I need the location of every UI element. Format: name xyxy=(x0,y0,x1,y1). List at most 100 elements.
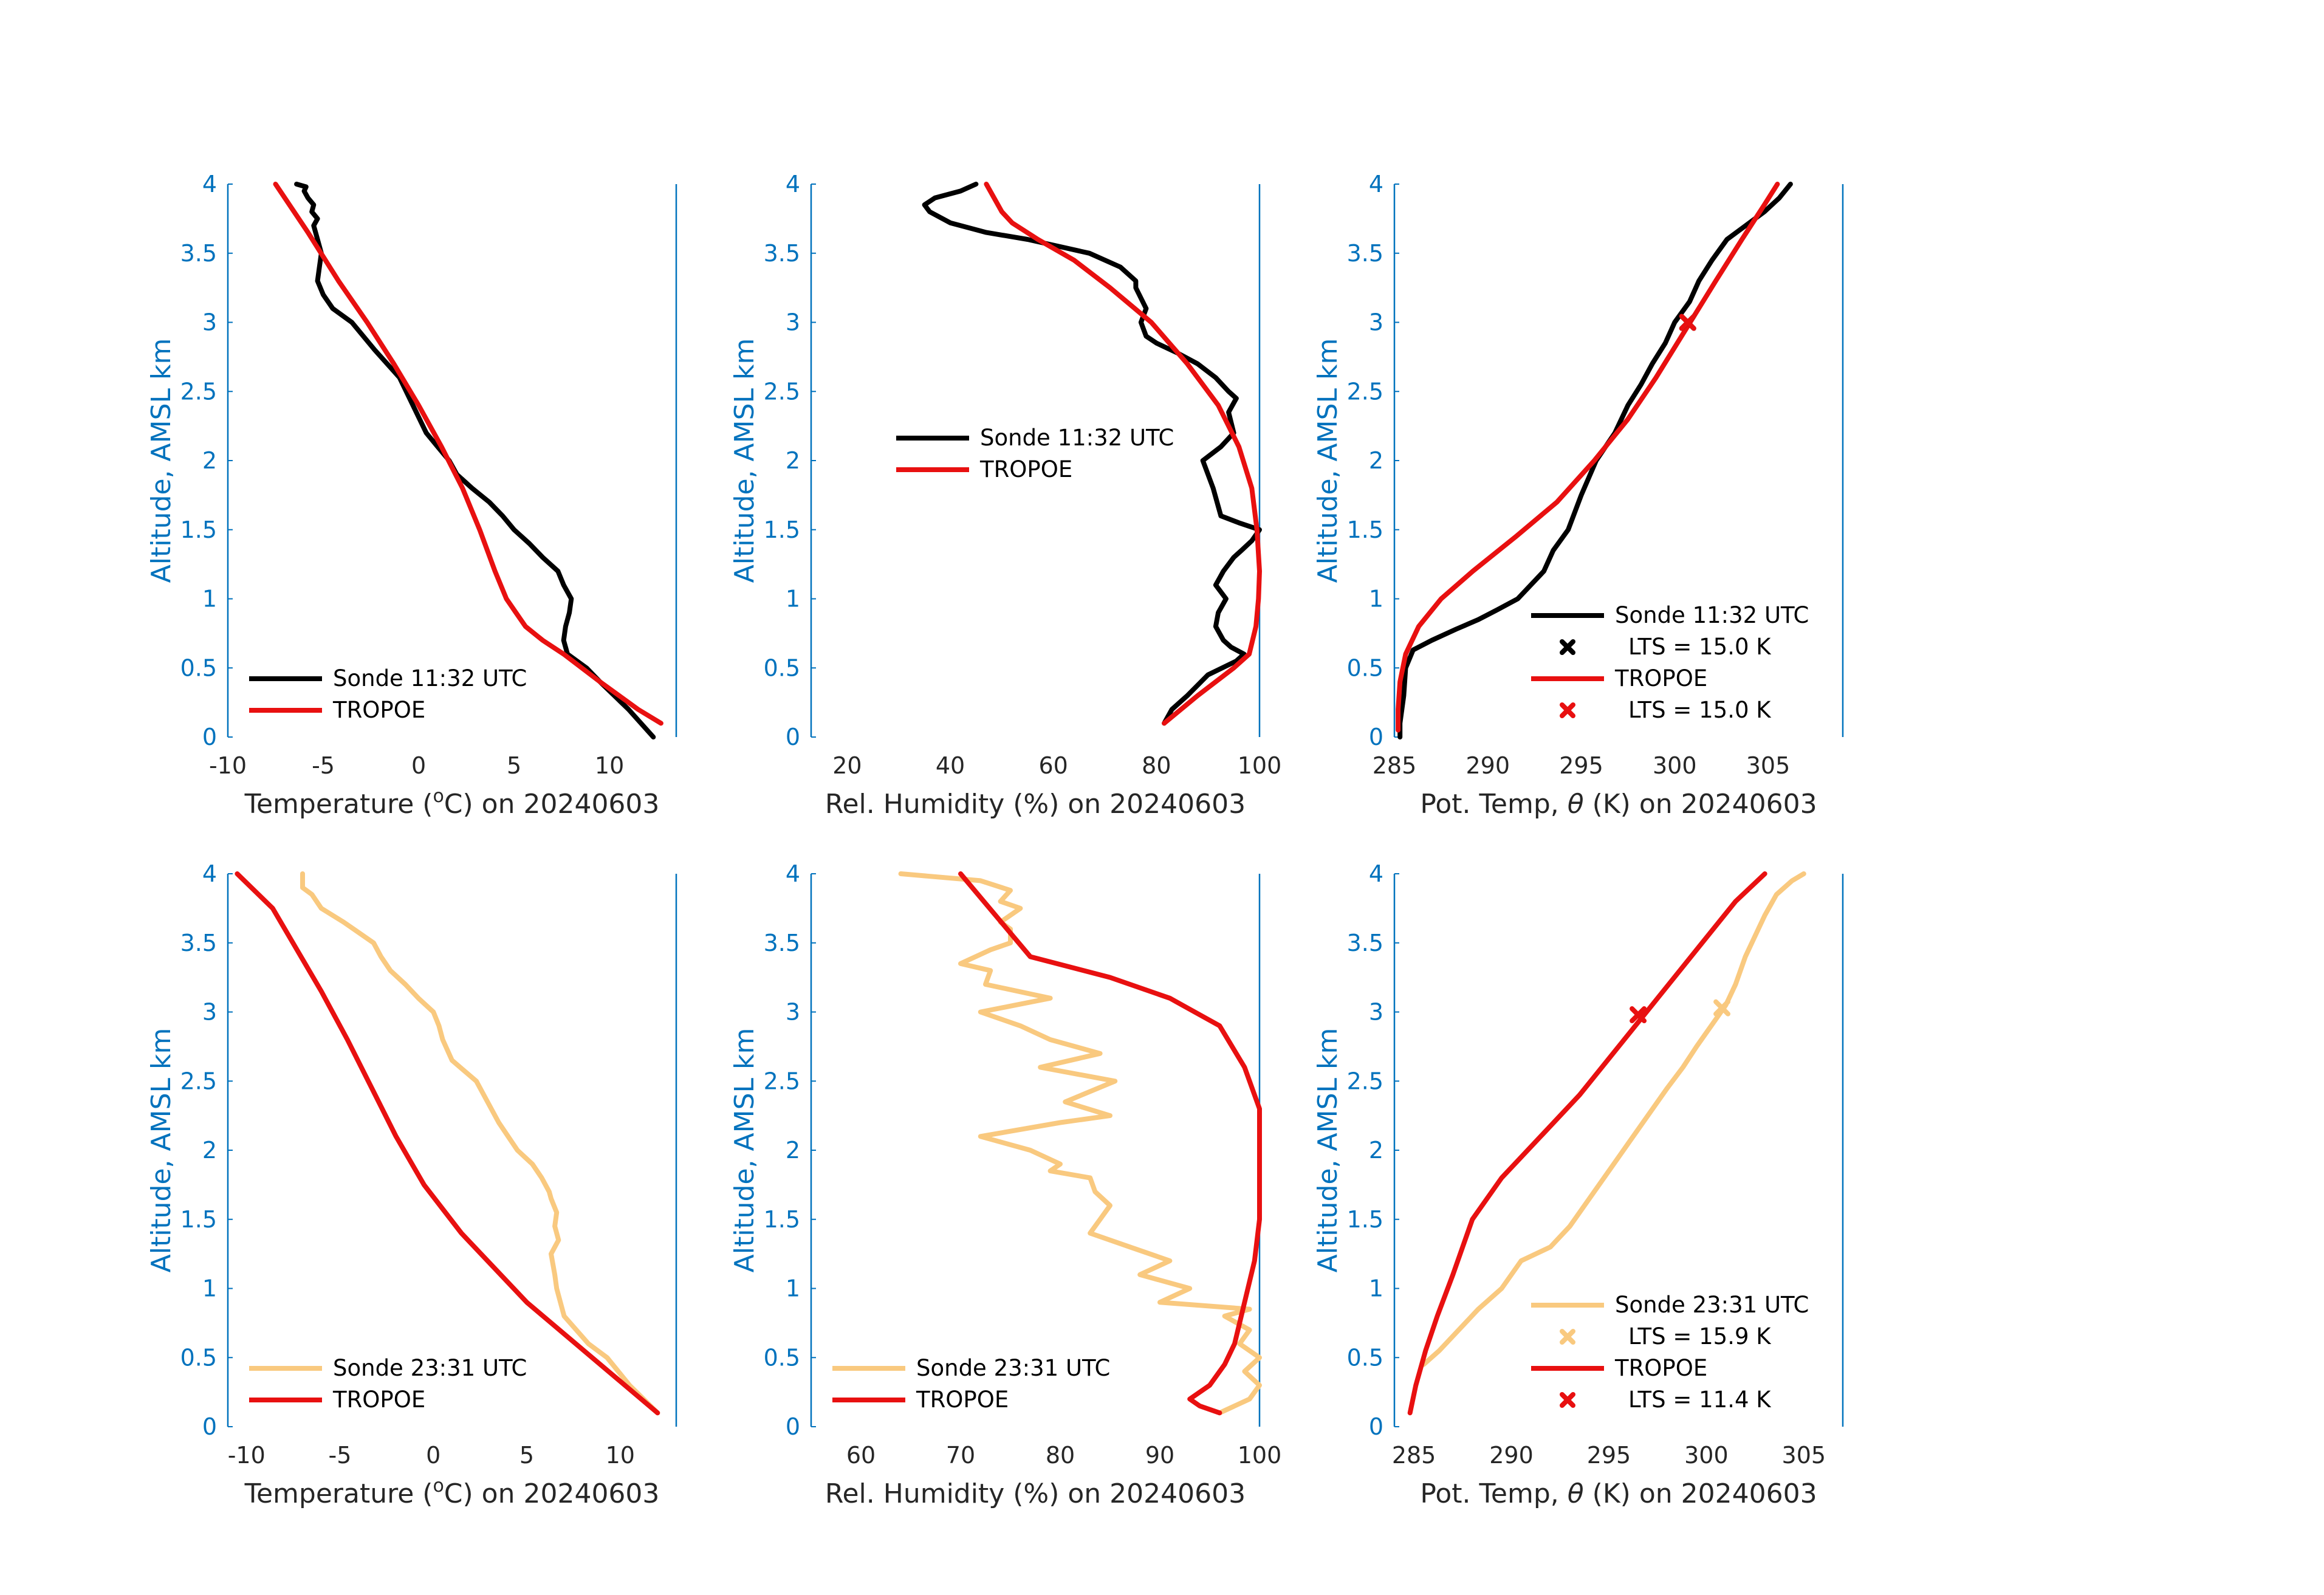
y-tick-label: 0 xyxy=(202,1413,217,1440)
panel-temp-pm: 0 0.5 1 1.5 2 2.5 3 3.5 4 -10 -5 0 5 10 Altitude, AMSL… xyxy=(146,860,677,1509)
x-tick-label: 290 xyxy=(1489,1442,1534,1469)
legend: Sonde 11:32 UTC TROPOE xyxy=(249,665,527,723)
legend-marker xyxy=(1560,1329,1575,1345)
x-tick-label: 70 xyxy=(946,1442,975,1469)
x-tick-label: 300 xyxy=(1653,752,1697,779)
x-tick-label: 60 xyxy=(846,1442,876,1469)
legend-label: Sonde 23:31 UTC xyxy=(916,1355,1110,1381)
y-tick-label: 3.5 xyxy=(764,930,800,956)
panel-rh-am: 0 0.5 1 1.5 2 2.5 3 3.5 4 20 40 60 80 100 Altitude, AM… xyxy=(729,171,1281,820)
y-tick-label: 3 xyxy=(786,999,800,1026)
x-tick-label: 300 xyxy=(1684,1442,1729,1469)
y-tick-label: 3.5 xyxy=(1347,930,1383,956)
y-tick-label: 1 xyxy=(1369,586,1383,612)
x-label-part: Temperature ( xyxy=(244,1478,433,1509)
y-tick-label: 1 xyxy=(786,1275,800,1302)
y-tick-label: 1.5 xyxy=(180,516,217,543)
x-axis-label: Rel. Humidity (%) on 20240603 xyxy=(825,789,1246,820)
legend-label: LTS = 15.0 K xyxy=(1628,634,1772,660)
x-tick-label: 60 xyxy=(1039,752,1068,779)
legend-marker xyxy=(1560,702,1575,718)
y-tick-label: 4 xyxy=(786,860,800,887)
x-label-part: C) on 20240603 xyxy=(444,789,660,820)
y-tick-label: 1.5 xyxy=(1347,1206,1383,1233)
x-tick-label: -5 xyxy=(312,752,335,779)
y-tick-label: 3.5 xyxy=(180,930,217,956)
legend-label: Sonde 11:32 UTC xyxy=(980,425,1174,451)
x-axis-label: Temperature (oC) on 20240603 xyxy=(244,786,660,820)
y-axis-label: Altitude, AMSL km xyxy=(146,338,177,583)
x-tick-label: 10 xyxy=(595,752,624,779)
series-line xyxy=(273,182,663,726)
legend-label: TROPOE xyxy=(979,456,1072,482)
x-tick-label: 10 xyxy=(606,1442,635,1469)
y-axis-label: Altitude, AMSL km xyxy=(729,338,760,583)
y-tick-label: 0.5 xyxy=(1347,654,1383,681)
x-tick-label: 285 xyxy=(1392,1442,1436,1469)
lts-marker xyxy=(1679,314,1696,331)
x-label-part: C) on 20240603 xyxy=(444,1478,660,1509)
y-axis-label: Altitude, AMSL km xyxy=(146,1028,177,1273)
y-tick-label: 3 xyxy=(1369,309,1383,336)
legend: Sonde 11:32 UTC TROPOE xyxy=(896,425,1174,482)
x-axis-label: Pot. Temp, θ (K) on 20240603 xyxy=(1420,1478,1817,1509)
y-tick-label: 1 xyxy=(202,586,217,612)
y-tick-label: 2.5 xyxy=(180,1068,217,1094)
legend-label: LTS = 15.0 K xyxy=(1628,697,1772,723)
legend-label: Sonde 11:32 UTC xyxy=(1615,602,1809,628)
x-tick-label: 305 xyxy=(1782,1442,1826,1469)
y-tick-label: 2.5 xyxy=(180,378,217,405)
series-line xyxy=(984,182,1262,726)
y-tick-label: 2 xyxy=(1369,1137,1383,1164)
y-tick-label: 1 xyxy=(202,1275,217,1302)
legend-label: LTS = 11.4 K xyxy=(1628,1387,1772,1413)
y-axis-label: Altitude, AMSL km xyxy=(1312,1028,1343,1273)
y-tick-label: 3.5 xyxy=(1347,240,1383,267)
y-tick-label: 0.5 xyxy=(764,654,800,681)
series-line xyxy=(1421,871,1806,1367)
y-tick-label: 1.5 xyxy=(764,1206,800,1233)
y-tick-label: 3 xyxy=(1369,999,1383,1026)
x-label-part: (K) on 20240603 xyxy=(1584,789,1817,820)
x-tick-label: 0 xyxy=(426,1442,440,1469)
legend: Sonde 11:32 UTC LTS = 15.0 K TROPOE LTS = 1… xyxy=(1531,602,1809,723)
series-line xyxy=(958,871,1262,1416)
x-label-part: Pot. Temp, xyxy=(1420,789,1567,820)
y-tick-label: 4 xyxy=(1369,171,1383,197)
y-tick-label: 0.5 xyxy=(180,1344,217,1371)
y-tick-label: 3.5 xyxy=(764,240,800,267)
x-label-theta: θ xyxy=(1568,1478,1584,1509)
x-tick-label: 290 xyxy=(1465,752,1510,779)
legend-marker xyxy=(1560,1392,1575,1408)
series-line xyxy=(294,182,656,739)
lts-marker xyxy=(1713,999,1731,1017)
panel-temp-am: 0 0.5 1 1.5 2 2.5 3 3.5 4 -10 -5 0 5 10 Altitude, AMSL… xyxy=(146,171,677,820)
y-axis-label: Altitude, AMSL km xyxy=(1312,338,1343,583)
legend-label: Sonde 11:32 UTC xyxy=(333,665,527,691)
y-tick-label: 0.5 xyxy=(764,1344,800,1371)
legend: Sonde 23:31 UTC LTS = 15.9 K TROPOE LTS = 1… xyxy=(1531,1292,1809,1413)
y-tick-label: 0.5 xyxy=(1347,1344,1383,1371)
series-line xyxy=(235,871,660,1416)
x-tick-label: 80 xyxy=(1046,1442,1075,1469)
series-line xyxy=(922,182,1262,726)
series-line xyxy=(1397,182,1793,739)
y-tick-label: 3.5 xyxy=(180,240,217,267)
x-label-part: Temperature ( xyxy=(244,789,433,820)
panel-theta-am: 0 0.5 1 1.5 2 2.5 3 3.5 4 285 290 295 300 305 Altitude… xyxy=(1312,171,1844,820)
x-tick-label: 0 xyxy=(411,752,426,779)
x-tick-label: 100 xyxy=(1238,752,1282,779)
legend-label: Sonde 23:31 UTC xyxy=(333,1355,527,1381)
x-axis-label: Rel. Humidity (%) on 20240603 xyxy=(825,1478,1246,1509)
x-axis-label: Pot. Temp, θ (K) on 20240603 xyxy=(1420,789,1817,820)
legend: Sonde 23:31 UTC TROPOE xyxy=(832,1355,1110,1413)
y-tick-label: 4 xyxy=(202,860,217,887)
legend-label: TROPOE xyxy=(1614,665,1707,691)
y-tick-label: 0 xyxy=(786,724,800,750)
legend-label: TROPOE xyxy=(1614,1355,1707,1381)
x-tick-label: 5 xyxy=(519,1442,534,1469)
x-tick-label: 80 xyxy=(1142,752,1171,779)
x-axis-label: Temperature (oC) on 20240603 xyxy=(244,1475,660,1509)
legend: Sonde 23:31 UTC TROPOE xyxy=(249,1355,527,1413)
